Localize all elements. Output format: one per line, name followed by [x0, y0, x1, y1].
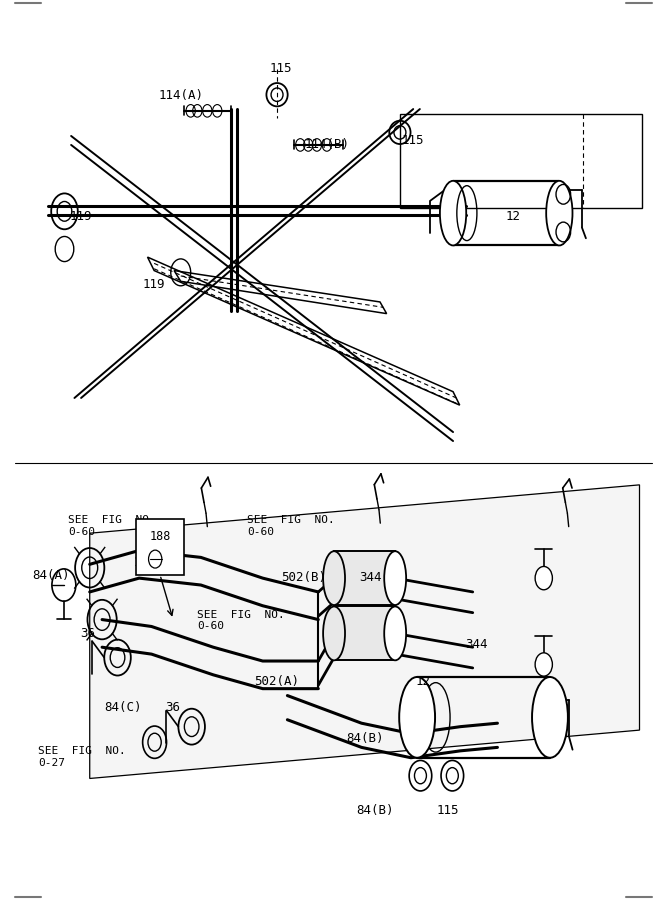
Text: SEE  FIG  NO.
0-60: SEE FIG NO. 0-60 [68, 516, 155, 537]
Text: 115: 115 [402, 134, 424, 147]
Circle shape [441, 760, 464, 791]
Bar [136, 519, 184, 575]
Text: 36: 36 [165, 701, 180, 714]
Ellipse shape [532, 677, 568, 758]
Text: 344: 344 [465, 638, 488, 652]
Text: 115: 115 [269, 62, 291, 76]
Text: 12: 12 [506, 211, 520, 223]
Circle shape [535, 566, 552, 590]
Ellipse shape [323, 607, 345, 661]
Text: SEE  FIG  NO.
0-60: SEE FIG NO. 0-60 [197, 609, 285, 631]
Circle shape [535, 652, 552, 676]
Text: 12: 12 [416, 675, 431, 688]
Text: 114(B): 114(B) [304, 139, 350, 151]
Text: 119: 119 [143, 277, 165, 291]
Text: 344: 344 [359, 571, 382, 584]
Text: SEE  FIG  NO.
0-60: SEE FIG NO. 0-60 [247, 516, 335, 537]
Text: 84(A): 84(A) [33, 569, 70, 582]
Polygon shape [90, 485, 640, 778]
Text: 502(A): 502(A) [255, 675, 299, 688]
Text: 115: 115 [436, 805, 459, 817]
Text: 84(B): 84(B) [356, 805, 394, 817]
Text: 36: 36 [80, 627, 95, 641]
Text: 114(A): 114(A) [158, 89, 203, 102]
Text: 188: 188 [149, 530, 171, 544]
Ellipse shape [399, 677, 435, 758]
Bar [334, 607, 395, 661]
Text: 188: 188 [133, 555, 155, 569]
Ellipse shape [546, 181, 572, 246]
Circle shape [414, 768, 426, 784]
Circle shape [446, 768, 458, 784]
Text: 502(B): 502(B) [281, 571, 326, 584]
Ellipse shape [323, 551, 345, 605]
Text: 84(C): 84(C) [104, 701, 141, 714]
Ellipse shape [384, 551, 406, 605]
Ellipse shape [384, 607, 406, 661]
Circle shape [409, 760, 432, 791]
Ellipse shape [440, 181, 466, 246]
Text: 119: 119 [70, 211, 92, 223]
Text: 84(B): 84(B) [347, 733, 384, 745]
Bar [334, 551, 395, 605]
Text: SEE  FIG  NO.
0-27: SEE FIG NO. 0-27 [38, 746, 125, 768]
